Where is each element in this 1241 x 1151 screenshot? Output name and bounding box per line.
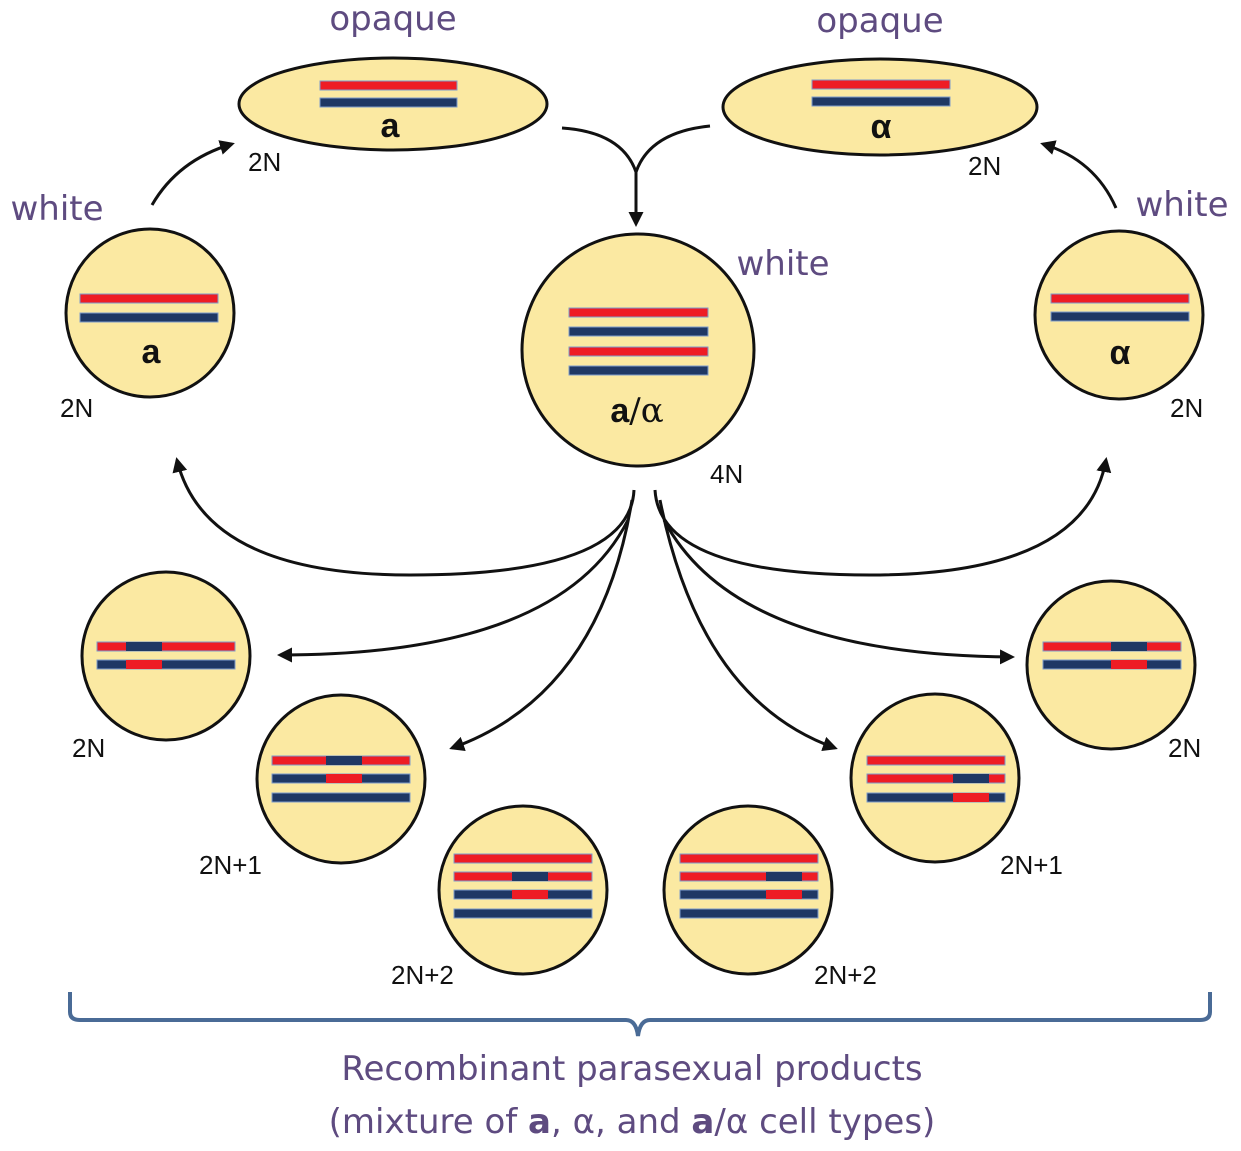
footer-line-2: (mixture of a, α, and a/α cell types) xyxy=(329,1102,936,1142)
product-5-ploidy-label: 2N+1 xyxy=(1000,850,1063,880)
product-5-chromosomes xyxy=(866,755,1006,803)
product-4-chromosomes xyxy=(679,853,819,919)
arrow-to-left-a xyxy=(172,457,636,577)
opaque-alpha-ploidy-label: 2N xyxy=(968,151,1001,181)
white-a-state-label: white xyxy=(10,189,103,229)
footer-part-7: α xyxy=(726,1102,748,1142)
tetraploid-mating-type: a/α xyxy=(610,391,663,431)
footer-part-0: (mixture of xyxy=(329,1102,528,1142)
arrow-white-a-to-opaque-a xyxy=(150,140,235,206)
product-cell-1 xyxy=(80,570,252,742)
tetraploid-mating-sep: / xyxy=(629,391,641,431)
arrow-to-product-5 xyxy=(658,499,838,752)
product-2-ploidy-label: 2N+1 xyxy=(199,850,262,880)
product-4-ploidy-label: 2N+2 xyxy=(814,960,877,990)
opaque-a-mating-type: a xyxy=(381,107,401,145)
opaque-a-ploidy-label: 2N xyxy=(248,147,281,177)
white-alpha-ploidy-label: 2N xyxy=(1170,393,1203,423)
footer-part-1: a xyxy=(528,1102,551,1142)
footer-part-5: a xyxy=(691,1102,714,1142)
product-2-chromosomes xyxy=(271,755,411,803)
opaque-alpha-cell xyxy=(721,57,1039,157)
product-3-ploidy-label: 2N+2 xyxy=(391,960,454,990)
arrow-to-product-1 xyxy=(277,519,630,663)
white-a-mating-type: a xyxy=(142,333,162,371)
tetraploid-mating-alpha: α xyxy=(641,391,664,431)
products-bracket xyxy=(68,992,1212,1037)
tetraploid-mating-a: a xyxy=(610,392,630,430)
white-alpha-mating-type: α xyxy=(1110,334,1131,372)
arrow-to-product-2 xyxy=(449,499,634,752)
opaque-alpha-mating-type: α xyxy=(871,108,892,146)
tetraploid-state-label: white xyxy=(736,244,829,284)
tetraploid-ploidy-label: 4N xyxy=(710,459,743,489)
white-a-ploidy-label: 2N xyxy=(60,393,93,423)
arrow-white-alpha-to-opaque-alpha xyxy=(1040,140,1118,209)
product-1-ploidy-label: 2N xyxy=(72,733,105,763)
product-6-ploidy-label: 2N xyxy=(1168,733,1201,763)
footer-part-4: , and xyxy=(595,1102,691,1142)
opaque-a-state-label: opaque xyxy=(329,0,456,39)
arrow-to-right-alpha xyxy=(653,457,1112,577)
white-alpha-chromosomes xyxy=(1050,293,1190,322)
arrow-mating-merge xyxy=(561,124,711,224)
product-6-chromosomes xyxy=(1042,641,1182,670)
footer-part-2: , xyxy=(551,1102,573,1142)
opaque-a-chromosomes xyxy=(319,80,458,108)
product-3-chromosomes xyxy=(453,853,593,919)
arrow-to-product-6 xyxy=(662,519,1015,665)
footer-part-3: α xyxy=(573,1102,595,1142)
footer-line-1: Recombinant parasexual products xyxy=(341,1049,922,1089)
white-alpha-state-label: white xyxy=(1135,185,1228,225)
opaque-alpha-chromosomes xyxy=(811,79,951,107)
footer-part-6: / xyxy=(714,1102,726,1142)
tetraploid-chromosomes xyxy=(568,307,709,376)
product-1-chromosomes xyxy=(96,641,236,670)
opaque-alpha-state-label: opaque xyxy=(816,1,943,41)
footer-part-8: cell types) xyxy=(748,1102,935,1142)
white-a-chromosomes xyxy=(79,293,219,323)
